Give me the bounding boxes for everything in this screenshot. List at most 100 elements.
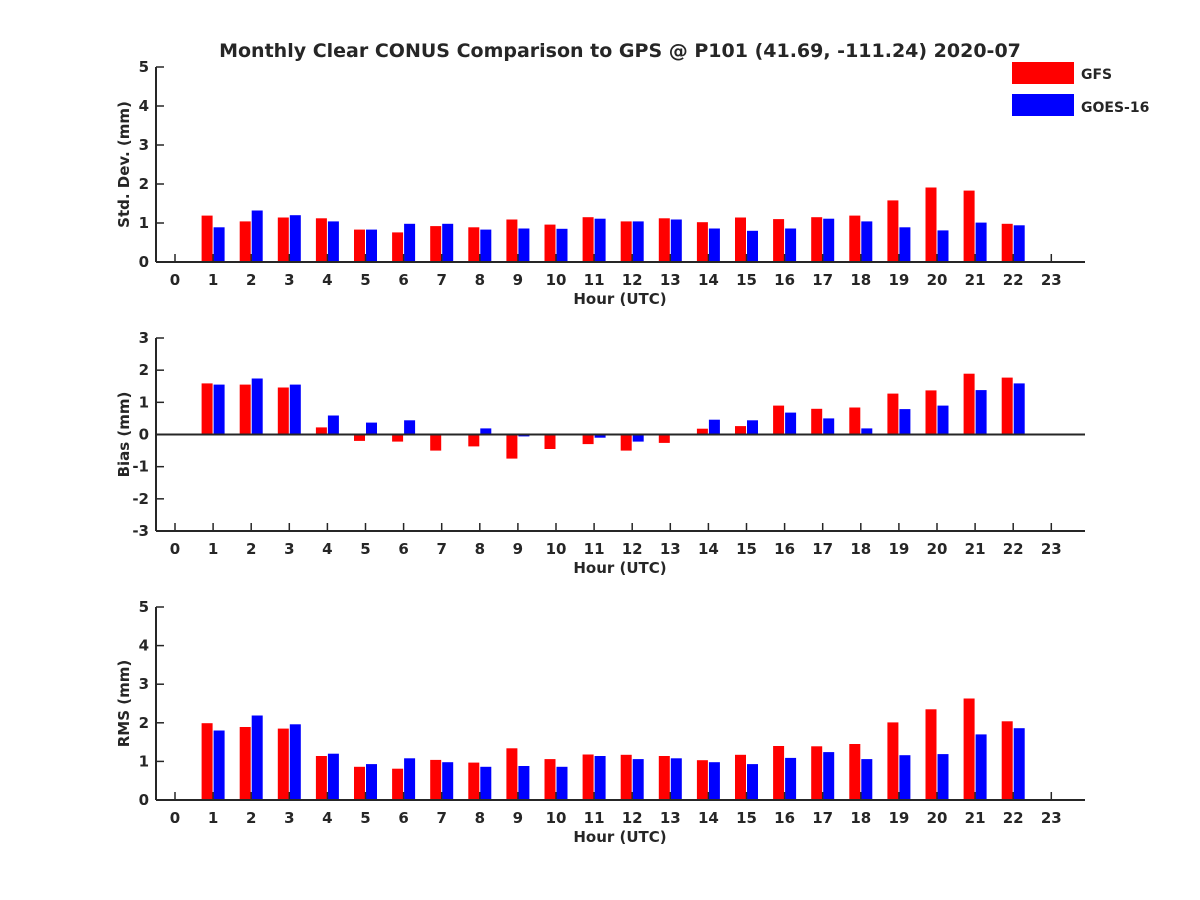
bar-bias-gfs-h22 [1001,377,1013,435]
y-tick-label-rms: 1 [139,752,149,770]
y-tick-label-stddev: 0 [139,253,149,271]
x-tick-label-rms: 14 [698,809,719,827]
bar-stddev-gfs-h6 [392,232,404,262]
x-tick-label-rms: 18 [850,809,871,827]
bar-stddev-goes16-h22 [1013,225,1025,262]
x-tick-label-bias: 15 [736,540,757,558]
bar-stddev-goes16-h4 [327,221,339,262]
x-tick-label-stddev: 18 [850,271,871,289]
bar-stddev-goes16-h18 [861,221,873,262]
x-tick-label-bias: 21 [965,540,986,558]
bar-rms-goes16-h8 [480,766,492,800]
bar-bias-goes16-h5 [366,422,377,435]
y-tick-label-bias: -2 [132,490,149,508]
bar-bias-goes16-h1 [213,384,225,435]
bar-stddev-gfs-h19 [887,200,899,262]
x-tick-label-rms: 9 [513,809,523,827]
x-tick-label-stddev: 4 [322,271,332,289]
x-tick-label-stddev: 7 [436,271,446,289]
y-tick-label-rms: 0 [139,791,149,809]
x-tick-label-rms: 10 [546,809,567,827]
x-tick-label-rms: 5 [360,809,370,827]
x-tick-label-bias: 0 [170,540,180,558]
x-tick-label-stddev: 20 [927,271,948,289]
x-tick-label-rms: 11 [584,809,605,827]
x-tick-label-rms: 4 [322,809,332,827]
bar-stddev-goes16-h12 [632,221,644,262]
bar-bias-goes16-h21 [975,390,987,435]
bar-bias-goes16-h12 [632,434,644,442]
bar-bias-gfs-h7 [430,434,442,451]
x-tick-label-bias: 18 [850,540,871,558]
x-tick-label-rms: 7 [436,809,446,827]
bar-stddev-goes16-h17 [823,218,835,262]
bar-bias-gfs-h15 [735,426,746,435]
bar-bias-goes16-h4 [327,415,339,435]
bar-bias-gfs-h10 [544,434,556,449]
bar-stddev-goes16-h19 [899,227,911,262]
x-axis-label-stddev: Hour (UTC) [573,290,666,308]
bar-rms-gfs-h10 [544,759,556,800]
bar-rms-goes16-h19 [899,755,911,800]
bar-rms-gfs-h15 [735,754,746,800]
bar-rms-goes16-h3 [289,724,301,800]
bar-bias-goes16-h8 [480,428,492,435]
bar-bias-gfs-h3 [277,387,289,435]
y-tick-label-stddev: 4 [139,97,149,115]
bar-rms-goes16-h12 [632,759,644,800]
bar-rms-goes16-h2 [251,715,263,800]
bar-rms-gfs-h11 [582,754,594,800]
bar-rms-goes16-h22 [1013,728,1025,800]
x-tick-label-rms: 0 [170,809,180,827]
legend-label-gfs: GFS [1081,67,1112,83]
x-tick-label-stddev: 1 [208,271,218,289]
bar-stddev-gfs-h9 [506,219,518,262]
bar-stddev-gfs-h4 [315,218,327,262]
bar-rms-gfs-h9 [506,748,518,800]
x-tick-label-stddev: 17 [812,271,833,289]
bar-bias-gfs-h4 [315,427,327,435]
x-tick-label-rms: 15 [736,809,757,827]
x-tick-label-stddev: 2 [246,271,256,289]
bar-stddev-goes16-h13 [670,219,682,262]
x-tick-label-bias: 22 [1003,540,1024,558]
bar-stddev-goes16-h3 [289,215,301,262]
y-axis-label-stddev: Std. Dev. (mm) [115,101,133,228]
bar-rms-goes16-h6 [404,758,416,800]
legend-label-goes16: GOES-16 [1081,100,1149,116]
y-tick-label-rms: 5 [139,598,149,616]
x-tick-label-rms: 13 [660,809,681,827]
x-tick-label-stddev: 8 [475,271,485,289]
bar-rms-gfs-h16 [773,746,785,800]
bar-rms-goes16-h21 [975,734,987,800]
bar-bias-gfs-h2 [239,384,251,435]
x-tick-label-stddev: 0 [170,271,180,289]
x-tick-label-stddev: 22 [1003,271,1024,289]
x-tick-label-stddev: 15 [736,271,757,289]
bar-bias-gfs-h20 [925,390,937,435]
x-tick-label-bias: 11 [584,540,605,558]
bar-bias-gfs-h17 [811,408,823,435]
bar-rms-gfs-h19 [887,722,899,800]
bar-rms-goes16-h1 [213,730,225,800]
bar-stddev-gfs-h11 [582,217,594,262]
bar-bias-gfs-h19 [887,393,899,435]
bar-stddev-gfs-h20 [925,187,937,262]
bar-stddev-goes16-h6 [404,223,416,262]
bar-bias-gfs-h14 [696,428,708,435]
bar-stddev-goes16-h9 [518,228,530,262]
x-tick-label-stddev: 21 [965,271,986,289]
bar-rms-gfs-h20 [925,709,937,800]
x-tick-label-rms: 6 [398,809,408,827]
bar-stddev-gfs-h2 [239,221,251,262]
y-tick-label-rms: 2 [139,714,149,732]
x-tick-label-rms: 19 [888,809,909,827]
y-axis-label-bias: Bias (mm) [115,392,133,478]
x-tick-label-bias: 2 [246,540,256,558]
bar-rms-gfs-h13 [658,756,670,800]
bar-stddev-goes16-h5 [366,229,377,262]
x-tick-label-rms: 17 [812,809,833,827]
y-tick-label-stddev: 1 [139,214,149,232]
bar-bias-gfs-h12 [620,434,632,451]
x-tick-label-rms: 22 [1003,809,1024,827]
